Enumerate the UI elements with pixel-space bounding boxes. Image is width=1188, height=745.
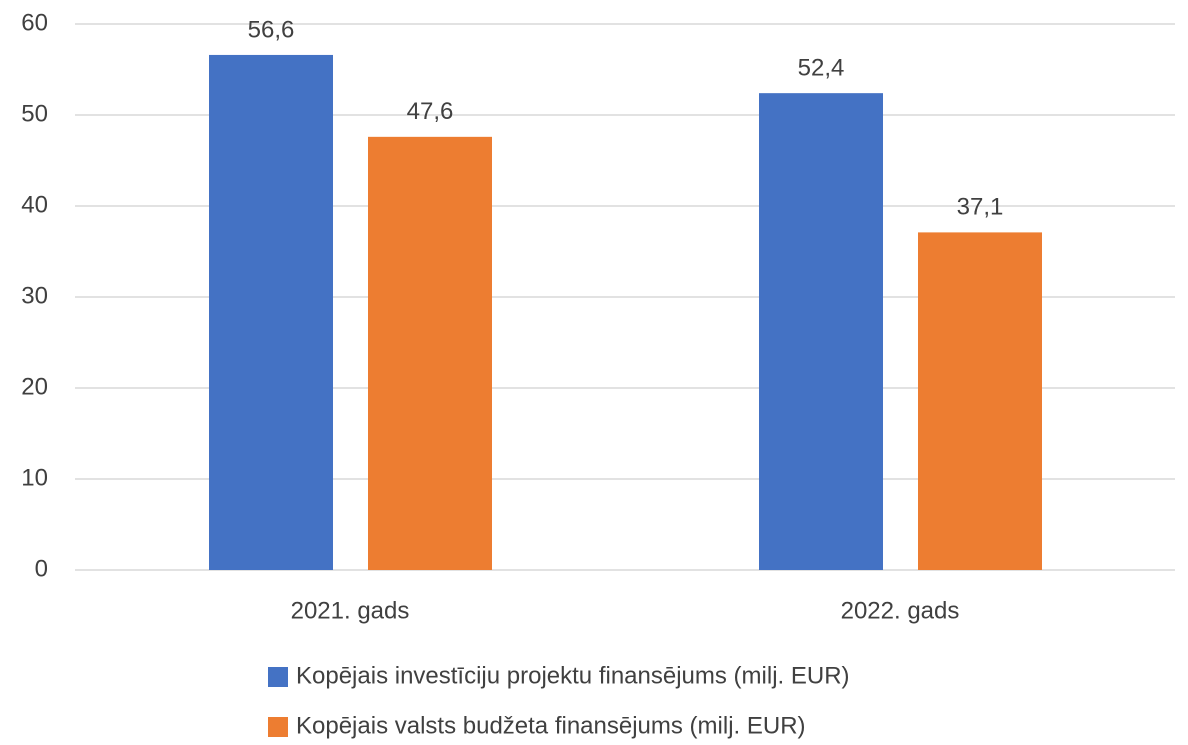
legend-label: Kopējais valsts budžeta finansējums (mil…	[296, 712, 806, 739]
y-tick-label: 40	[21, 191, 48, 218]
bar	[759, 93, 883, 570]
data-label: 37,1	[957, 194, 1004, 221]
data-label: 47,6	[407, 98, 454, 125]
y-tick-label: 50	[21, 100, 48, 127]
y-tick-label: 10	[21, 464, 48, 491]
y-tick-label: 60	[21, 9, 48, 36]
legend-label: Kopējais investīciju projektu finansējum…	[296, 662, 850, 689]
bar	[368, 136, 492, 570]
legend-swatch	[268, 667, 288, 687]
x-tick-label: 2022. gads	[841, 597, 960, 624]
y-tick-label: 20	[21, 373, 48, 400]
y-tick-label: 30	[21, 282, 48, 309]
bar	[918, 232, 1042, 570]
y-tick-label: 0	[35, 555, 48, 582]
bar	[209, 54, 333, 570]
legend-swatch	[268, 717, 288, 737]
data-label: 52,4	[798, 55, 845, 82]
x-tick-label: 2021. gads	[291, 597, 410, 624]
data-label: 56,6	[248, 16, 295, 43]
